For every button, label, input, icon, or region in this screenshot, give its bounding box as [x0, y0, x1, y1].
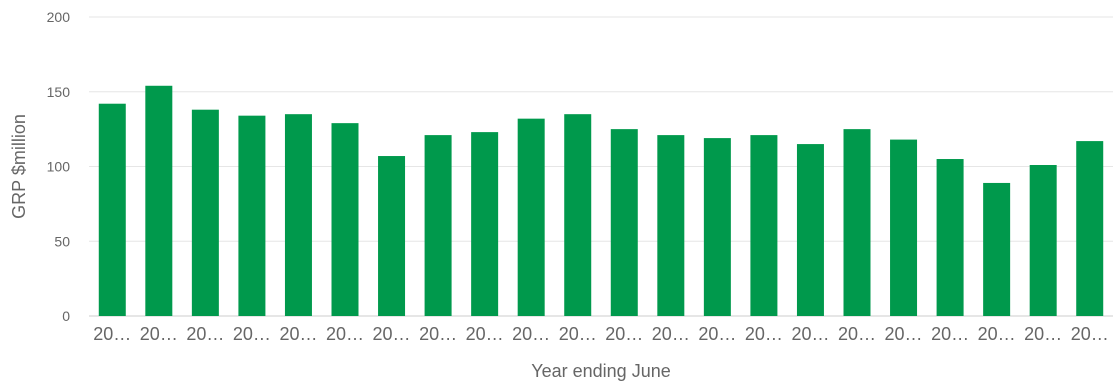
- y-tick-label: 0: [62, 308, 70, 324]
- bar: [378, 156, 406, 316]
- x-tick-label: 20…: [559, 324, 597, 344]
- x-tick-label: 20…: [140, 324, 178, 344]
- x-tick-label: 20…: [885, 324, 923, 344]
- bar: [331, 123, 359, 317]
- bar: [796, 144, 824, 316]
- bar: [750, 135, 778, 316]
- bar: [983, 182, 1011, 316]
- y-tick-label: 200: [47, 9, 71, 25]
- x-tick-label: 20…: [791, 324, 829, 344]
- bars: [98, 85, 1104, 317]
- x-tick-label: 20…: [466, 324, 504, 344]
- bar: [98, 103, 126, 317]
- x-axis-ticks: 20… 20… 20… 20… 20… 20… 20… 20… 20… 20… 20… 20… 20… 2…: [93, 324, 1108, 344]
- x-tick-label: 20…: [93, 324, 131, 344]
- bar: [890, 139, 918, 316]
- x-tick-label: 20…: [1024, 324, 1062, 344]
- bar: [843, 129, 871, 316]
- x-tick-label: 20…: [605, 324, 643, 344]
- x-tick-label: 20…: [186, 324, 224, 344]
- bar: [238, 115, 266, 316]
- bar: [424, 135, 452, 316]
- x-tick-label: 20…: [931, 324, 969, 344]
- x-axis-title: Year ending June: [531, 361, 670, 381]
- bar: [284, 114, 312, 316]
- bar: [657, 135, 685, 316]
- bar: [145, 85, 173, 317]
- x-tick-label: 20…: [233, 324, 271, 344]
- x-tick-label: 20…: [326, 324, 364, 344]
- x-tick-label: 20…: [978, 324, 1016, 344]
- y-axis-title: GRP $million: [9, 114, 29, 219]
- y-tick-label: 100: [47, 159, 71, 175]
- x-tick-label: 20…: [652, 324, 690, 344]
- x-tick-label: 20…: [838, 324, 876, 344]
- y-tick-label: 150: [47, 84, 71, 100]
- x-tick-label: 20…: [279, 324, 317, 344]
- bar: [703, 138, 731, 316]
- x-tick-label: 20…: [1071, 324, 1109, 344]
- x-tick-label: 20…: [373, 324, 411, 344]
- y-axis-ticks: 0 50 100 150 200: [47, 9, 71, 324]
- bar: [1029, 165, 1057, 316]
- bar: [936, 159, 964, 316]
- bar: [517, 118, 545, 316]
- bar: [191, 109, 219, 316]
- bar: [471, 132, 499, 316]
- bar: [610, 129, 638, 316]
- x-tick-label: 20…: [698, 324, 736, 344]
- y-tick-label: 50: [54, 233, 70, 249]
- bar: [1076, 141, 1104, 316]
- bar: [564, 114, 592, 316]
- x-tick-label: 20…: [745, 324, 783, 344]
- x-tick-label: 20…: [419, 324, 457, 344]
- x-tick-label: 20…: [512, 324, 550, 344]
